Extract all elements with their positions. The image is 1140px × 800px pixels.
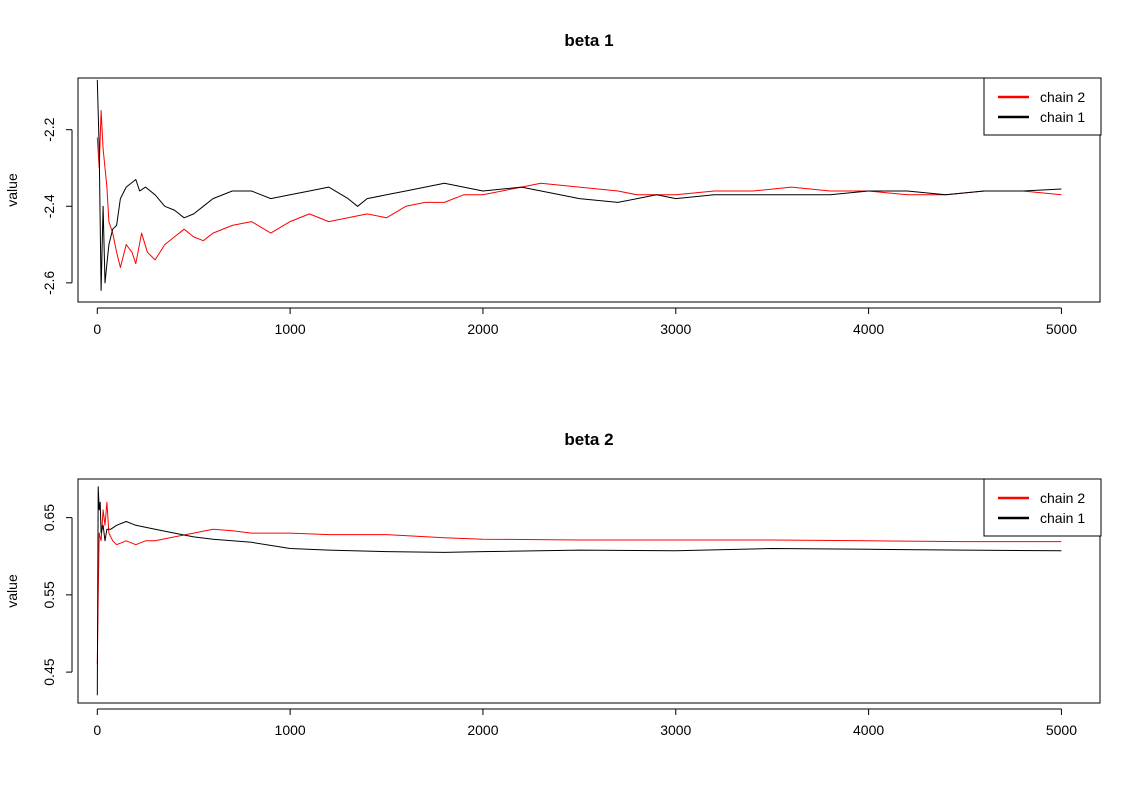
y-tick-label: -2.2 — [41, 117, 57, 141]
legend: chain 2 chain 1 — [983, 77, 1102, 136]
legend: chain 2 chain 1 — [983, 478, 1102, 537]
series-line-chain-1 — [96, 486, 1062, 696]
y-tick-label: 0.65 — [41, 504, 57, 531]
x-tick-label: 4000 — [853, 321, 884, 337]
x-tick-label: 1000 — [275, 321, 306, 337]
series-line-chain-1 — [96, 79, 1062, 291]
y-tick-label: -2.6 — [41, 271, 57, 295]
beta-1-panel: beta 1 0 1000 2000 3000 4000 5000 -2.6 -2.4 -2.2 v… — [4, 31, 1102, 337]
x-tick-label: 2000 — [467, 722, 498, 738]
x-tick-label: 5000 — [1046, 321, 1077, 337]
y-tick-label: 0.45 — [41, 658, 57, 685]
x-tick-label: 4000 — [853, 722, 884, 738]
legend-label: chain 2 — [1040, 89, 1085, 105]
legend-box — [983, 478, 1102, 537]
legend-label: chain 1 — [1040, 510, 1085, 526]
x-tick-label: 3000 — [660, 722, 691, 738]
y-axis-label: value — [4, 574, 20, 608]
chart-title: beta 1 — [564, 31, 613, 50]
x-tick-label: 5000 — [1046, 722, 1077, 738]
x-tick-label: 0 — [93, 722, 101, 738]
beta-2-panel: beta 2 0 1000 2000 3000 4000 5000 0.45 0.55 0.65 v… — [4, 430, 1102, 738]
x-tick-label: 2000 — [467, 321, 498, 337]
x-tick-label: 0 — [93, 321, 101, 337]
chart-title: beta 2 — [564, 430, 613, 449]
x-tick-label: 3000 — [660, 321, 691, 337]
x-tick-label: 1000 — [275, 722, 306, 738]
y-tick-label: 0.55 — [41, 581, 57, 608]
series-line-chain-2 — [96, 110, 1062, 268]
legend-label: chain 2 — [1040, 490, 1085, 506]
plot-frame — [77, 77, 1101, 303]
y-axis-label: value — [4, 173, 20, 207]
series-line-chain-2 — [96, 501, 1062, 665]
legend-label: chain 1 — [1040, 109, 1085, 125]
legend-box — [983, 77, 1102, 136]
plot-frame — [77, 478, 1101, 704]
y-tick-label: -2.4 — [41, 194, 57, 218]
